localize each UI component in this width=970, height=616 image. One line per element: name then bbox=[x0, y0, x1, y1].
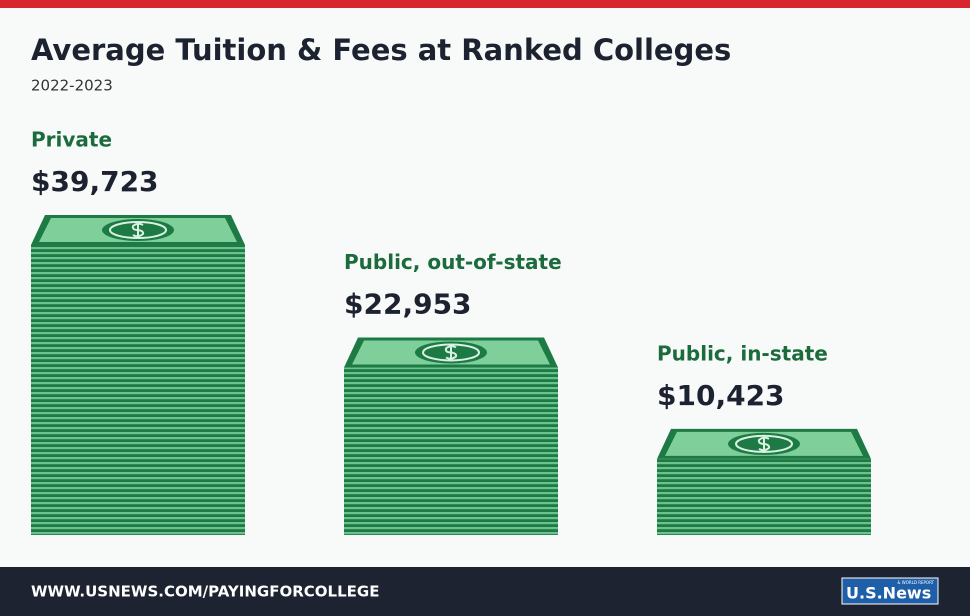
logo-small: & WORLD REPORT bbox=[897, 580, 934, 585]
category-label: Public, in-state bbox=[657, 341, 828, 365]
chart-subtitle: 2022-2023 bbox=[31, 77, 113, 95]
top-stripe bbox=[0, 0, 970, 8]
footer bbox=[0, 567, 970, 616]
category-label: Public, out-of-state bbox=[344, 250, 562, 274]
bar bbox=[344, 367, 558, 535]
category-label: Private bbox=[31, 128, 112, 152]
bill-symbol bbox=[444, 343, 458, 362]
value-label: $22,953 bbox=[344, 287, 472, 320]
value-label: $39,723 bbox=[31, 165, 159, 198]
bill-symbol bbox=[131, 221, 145, 240]
bar bbox=[657, 458, 871, 535]
logo-box bbox=[841, 577, 939, 605]
chart-title: Average Tuition & Fees at Ranked College… bbox=[31, 33, 731, 67]
bar bbox=[31, 245, 245, 535]
value-label: $10,423 bbox=[657, 379, 785, 412]
footer-url: WWW.USNEWS.COM/PAYINGFORCOLLEGE bbox=[31, 583, 379, 601]
bill-symbol bbox=[757, 434, 771, 453]
logo: U.S.News bbox=[846, 584, 931, 603]
